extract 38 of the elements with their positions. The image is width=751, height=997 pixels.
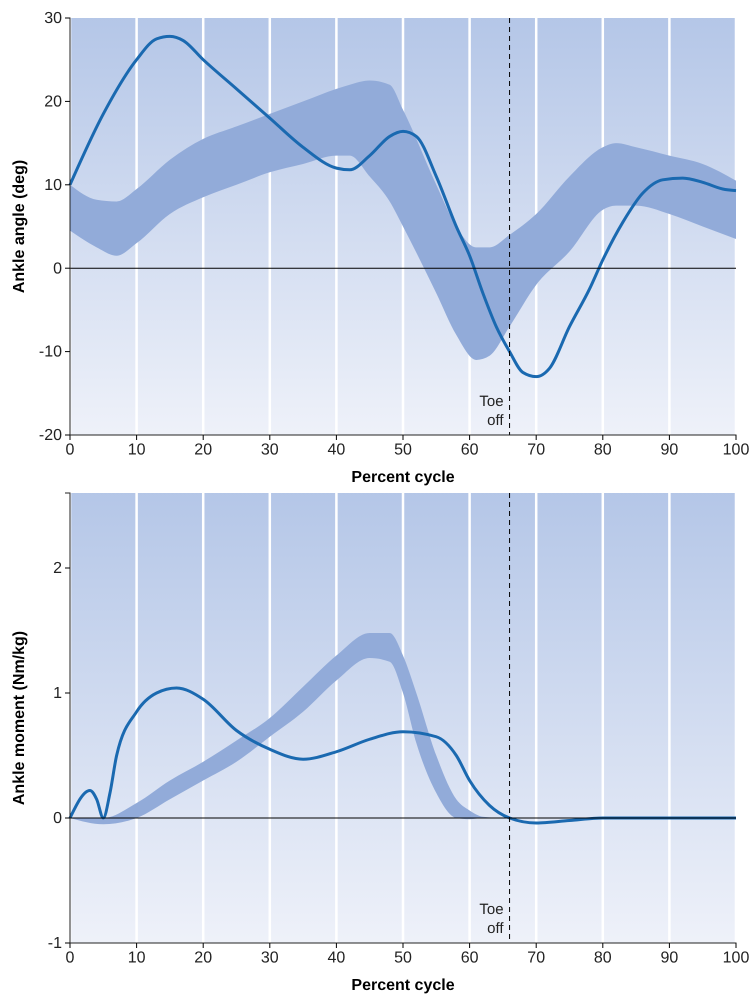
y-tick-label: 0: [53, 810, 62, 828]
y-axis-title: Ankle moment (Nm/kg): [11, 630, 28, 806]
y-tick-label: 2: [53, 560, 62, 578]
x-tick-label: 100: [722, 441, 750, 458]
y-tick-label: 1: [53, 685, 62, 702]
y-tick-label: -10: [38, 344, 62, 361]
x-tick-label: 50: [394, 949, 412, 966]
x-tick-label: 0: [66, 441, 75, 458]
x-tick-label: 40: [328, 949, 346, 966]
x-tick-label: 80: [594, 949, 612, 966]
x-tick-label: 20: [194, 441, 212, 458]
y-axis-title: Ankle angle (deg): [11, 160, 28, 294]
x-tick-label: 60: [460, 441, 479, 458]
y-tick-label: 10: [44, 176, 62, 194]
y-tick-label: -1: [48, 935, 62, 952]
x-tick-label: 30: [260, 949, 279, 966]
x-tick-label: 50: [394, 441, 412, 458]
y-tick-label: 0: [53, 260, 62, 278]
x-axis-title: Percent cycle: [351, 977, 455, 994]
x-axis-title: Percent cycle: [351, 469, 455, 486]
y-tick-label: 30: [44, 10, 62, 28]
x-tick-label: 10: [128, 441, 146, 458]
ref-line-label: Toe off: [479, 901, 504, 937]
x-tick-label: 70: [527, 441, 546, 458]
x-tick-label: 70: [527, 949, 546, 966]
x-tick-label: 40: [328, 441, 346, 458]
y-tick-label: -20: [38, 427, 62, 444]
x-tick-label: 10: [128, 949, 146, 966]
x-tick-label: 30: [260, 441, 279, 458]
x-tick-label: 90: [660, 949, 678, 966]
x-tick-label: 90: [660, 441, 678, 458]
x-tick-label: 20: [194, 949, 212, 966]
x-tick-label: 80: [594, 441, 612, 458]
x-tick-label: 0: [66, 949, 75, 966]
ref-line-label: Toe off: [479, 393, 504, 429]
x-tick-label: 60: [460, 949, 479, 966]
y-tick-label: 20: [44, 94, 62, 111]
x-tick-label: 100: [722, 949, 750, 966]
